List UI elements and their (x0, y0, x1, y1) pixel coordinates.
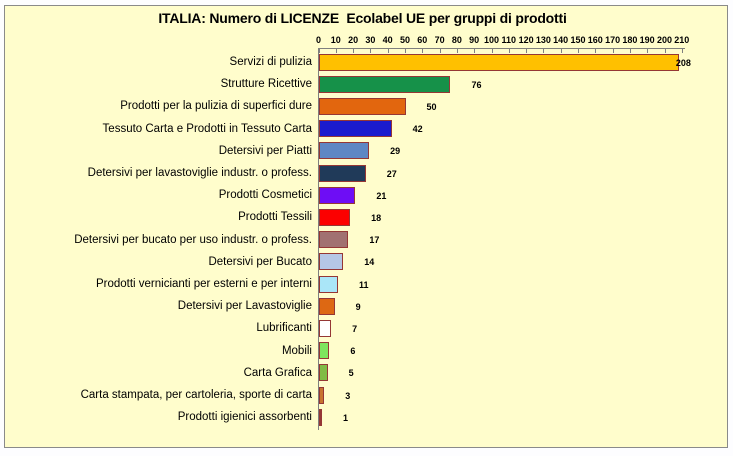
axis-tick-label: 30 (365, 35, 376, 45)
bar (319, 208, 351, 226)
value-label: 27 (386, 168, 397, 179)
category-label: Detersivi per lavastoviglie industr. o p… (87, 167, 312, 179)
value-label: 6 (350, 346, 356, 357)
axis-tick-label: 50 (399, 35, 411, 45)
value-axis-line (318, 48, 685, 49)
value-label: 18 (371, 212, 382, 223)
axis-tick-label: 110 (501, 35, 517, 45)
bar (319, 342, 330, 360)
axis-tick-mark (647, 48, 649, 53)
chart-title: ITALIA: Numero di LICENZE Ecolabel UE pe… (158, 10, 567, 26)
axis-tick-mark (335, 48, 337, 53)
axis-tick-label: 190 (639, 35, 655, 45)
bar (319, 386, 325, 404)
category-label: Mobili (281, 344, 312, 357)
axis-tick-mark (508, 48, 510, 53)
category-label: Detersivi per Bucato (208, 255, 312, 268)
category-label: Detersivi per bucato per uso industr. o … (74, 233, 312, 246)
value-label: 3 (345, 390, 351, 401)
bar (319, 297, 335, 315)
axis-tick-mark (474, 48, 476, 53)
axis-tick-mark (560, 48, 562, 53)
value-label: 76 (471, 79, 482, 90)
axis-tick-label: 170 (605, 35, 621, 45)
value-label: 7 (352, 323, 358, 334)
value-label: 11 (359, 279, 369, 290)
value-label: 9 (355, 301, 361, 312)
value-label: 21 (376, 190, 387, 201)
axis-tick-label: 130 (535, 35, 551, 45)
category-label: Tessuto Carta e Prodotti in Tessuto Cart… (102, 122, 312, 135)
bar (319, 319, 332, 337)
bar (319, 97, 406, 115)
category-axis-line (318, 48, 319, 430)
axis-tick-label: 40 (382, 35, 393, 45)
value-label: 50 (426, 101, 437, 112)
axis-tick-label: 0 (315, 35, 322, 45)
axis-tick-mark (491, 48, 493, 53)
axis-tick-label: 100 (483, 35, 500, 45)
bar (319, 120, 392, 138)
axis-tick-mark (595, 48, 597, 53)
axis-tick-mark (387, 48, 389, 53)
bar (319, 53, 679, 71)
category-label: Lubrificanti (256, 322, 312, 335)
bar (319, 75, 451, 93)
category-label: Prodotti igienici assorbenti (177, 411, 312, 424)
value-label: 29 (390, 146, 401, 157)
axis-tick-label: 180 (622, 35, 638, 45)
bar (319, 408, 322, 426)
value-label: 1 (343, 412, 349, 423)
category-label: Detersivi per Lavastoviglie (177, 300, 312, 313)
axis-tick-mark (439, 48, 441, 53)
axis-tick-label: 60 (417, 35, 428, 45)
axis-tick-label: 140 (553, 35, 569, 45)
value-label: 17 (369, 235, 380, 246)
category-label: Strutture Ricettive (220, 78, 312, 91)
axis-tick-label: 10 (330, 35, 341, 45)
category-label: Prodotti Cosmetici (218, 189, 312, 202)
axis-tick-mark (456, 48, 458, 53)
bar (319, 186, 356, 204)
axis-tick-label: 150 (570, 35, 586, 45)
axis-tick-mark (353, 48, 355, 53)
axis-tick-mark (543, 48, 545, 53)
bar (319, 164, 366, 182)
axis-tick-mark (578, 48, 579, 53)
axis-tick-mark (422, 48, 424, 53)
bar (319, 142, 370, 160)
axis-tick-label: 80 (451, 35, 462, 45)
axis-tick-mark (681, 48, 683, 53)
category-label: Carta Grafica (243, 366, 312, 379)
axis-tick-mark (612, 48, 614, 53)
category-label: Prodotti Tessili (238, 211, 312, 224)
axis-tick-mark (405, 48, 406, 53)
axis-tick-label: 210 (674, 35, 690, 45)
category-label: Prodotti per la pulizia di superfici dur… (120, 100, 312, 113)
axis-tick-mark (370, 48, 372, 53)
bar (319, 275, 339, 293)
axis-tick-label: 200 (656, 35, 673, 45)
axis-tick-mark (629, 48, 631, 53)
axis-tick-label: 20 (348, 35, 359, 45)
value-label: 208 (675, 57, 691, 68)
category-label: Prodotti vernicianti per esterni e per i… (95, 278, 312, 290)
axis-tick-mark (318, 48, 320, 53)
axis-tick-label: 90 (469, 35, 480, 45)
bar (319, 253, 344, 271)
category-label: Servizi di pulizia (229, 56, 312, 68)
value-label: 42 (412, 124, 423, 135)
axis-tick-label: 120 (518, 35, 534, 45)
category-label: Carta stampata, per cartoleria, sporte d… (80, 389, 312, 401)
bar (319, 231, 349, 249)
axis-tick-label: 70 (434, 35, 445, 45)
axis-tick-mark (664, 48, 666, 53)
axis-tick-label: 160 (587, 35, 603, 45)
value-label: 5 (348, 368, 354, 379)
bar (319, 364, 328, 382)
value-label: 14 (364, 257, 375, 268)
axis-tick-mark (526, 48, 528, 53)
category-label: Detersivi per Piatti (218, 144, 312, 157)
